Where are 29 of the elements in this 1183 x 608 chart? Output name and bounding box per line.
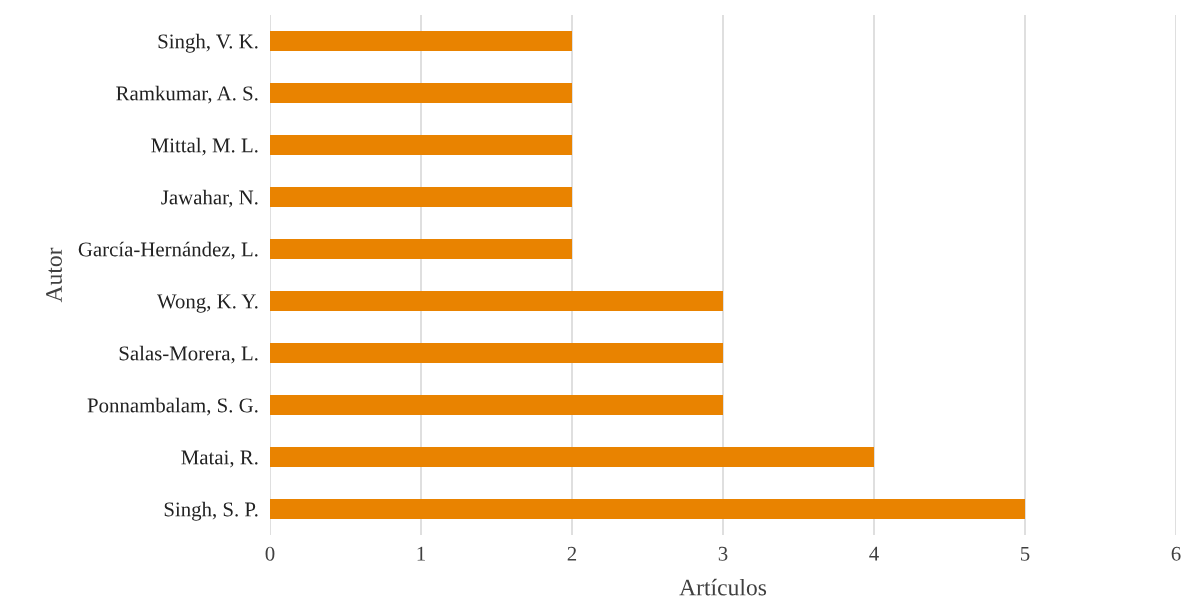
bar: [270, 187, 572, 207]
y-tick-label: Singh, S. P.: [164, 501, 258, 521]
x-tick-label: 2: [567, 546, 577, 561]
x-tick-label: 6: [1171, 546, 1181, 561]
y-tick-label: García-Hernández, L.: [78, 241, 258, 260]
x-axis-title: Artículos: [679, 578, 767, 596]
x-tick-label: 1: [417, 546, 425, 561]
x-tick-label: 4: [869, 546, 879, 561]
y-tick-label: Jawahar, N.: [161, 189, 258, 208]
bar: [270, 135, 572, 155]
y-tick-label: Wong, K. Y.: [156, 294, 258, 313]
x-tick-label: 5: [1021, 546, 1030, 561]
bar: [270, 343, 723, 363]
x-tick-label: 3: [718, 546, 728, 561]
y-tick-label: Ponnambalam, S. G.: [87, 397, 258, 416]
bar: [270, 291, 723, 311]
y-tick-label: Salas-Morera, L.: [119, 345, 258, 364]
y-tick-label: Ramkumar, A. S.: [116, 85, 258, 104]
bar: [270, 499, 1025, 519]
y-tick-label: Singh, V. K.: [158, 33, 258, 53]
x-tick-label: 0: [265, 546, 275, 561]
bar: [270, 31, 572, 51]
bar: [270, 83, 572, 103]
y-axis-title: Autor: [46, 247, 62, 303]
bar: [270, 239, 572, 259]
bar: [270, 395, 723, 415]
y-tick-label: Mittal, M. L.: [151, 137, 258, 156]
y-tick-label: Matai, R.: [181, 450, 258, 468]
bar: [270, 447, 874, 467]
